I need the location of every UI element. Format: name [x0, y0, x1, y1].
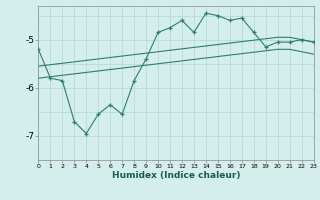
X-axis label: Humidex (Indice chaleur): Humidex (Indice chaleur): [112, 171, 240, 180]
